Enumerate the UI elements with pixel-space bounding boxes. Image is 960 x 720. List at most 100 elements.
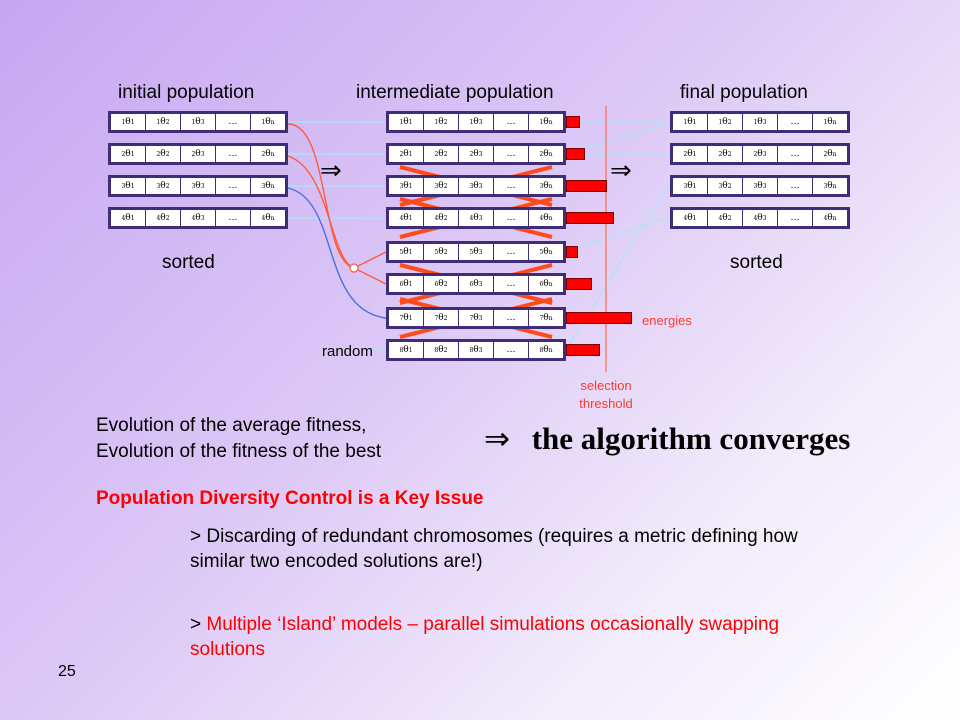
energy-bar-5 bbox=[566, 246, 578, 258]
initial-chromosome-1: 1 θ 1 1 θ 2 1 θ 3… 1 θ n bbox=[108, 111, 288, 133]
gene-ellipsis: … bbox=[494, 146, 529, 162]
bullet-discarding: > Discarding of redundant chromosomes (r… bbox=[190, 526, 798, 572]
intermediate-population-title: intermediate population bbox=[356, 82, 554, 103]
gene-ellipsis: … bbox=[216, 114, 251, 130]
gene-ellipsis: … bbox=[494, 244, 529, 260]
offspring-line-5 bbox=[353, 251, 387, 269]
intermediate-chromosome-1: 1 θ 1 1 θ 2 1 θ 3… 1 θ n bbox=[386, 111, 566, 133]
initial-chromosome-3: 3 θ 1 3 θ 2 3 θ 3… 3 θ n bbox=[108, 175, 288, 197]
energy-bar-8 bbox=[566, 344, 600, 356]
fitness-text: Evolution of the average fitness, Evolut… bbox=[96, 413, 381, 465]
energy-bar-3 bbox=[566, 180, 607, 192]
gene-ellipsis: … bbox=[778, 178, 813, 194]
intermediate-chromosome-8: 8 θ 1 8 θ 2 8 θ 3… 8 θ n bbox=[386, 339, 566, 361]
threshold-label-line1: selection bbox=[580, 378, 632, 393]
converge-statement: ⇒ the algorithm converges bbox=[484, 421, 850, 457]
crossover-curve-a bbox=[287, 123, 355, 269]
implies-arrow-1: ⇒ bbox=[320, 156, 342, 186]
fitness-line-2: Evolution of the fitness of the best bbox=[96, 441, 382, 462]
intermediate-chromosome-4: 4 θ 1 4 θ 2 4 θ 3… 4 θ n bbox=[386, 207, 566, 229]
initial-chromosome-4: 4 θ 1 4 θ 2 4 θ 3… 4 θ n bbox=[108, 207, 288, 229]
gene-ellipsis: … bbox=[778, 114, 813, 130]
mutation-curve bbox=[287, 187, 387, 319]
sorted-label-left: sorted bbox=[162, 252, 215, 273]
gene-ellipsis: … bbox=[216, 146, 251, 162]
gene-ellipsis: … bbox=[494, 310, 529, 326]
intermediate-chromosome-6: 6 θ 1 6 θ 2 6 θ 3… 6 θ n bbox=[386, 273, 566, 295]
sorted-label-right: sorted bbox=[730, 252, 783, 273]
page-number: 25 bbox=[58, 663, 76, 680]
intermediate-chromosome-2: 2 θ 1 2 θ 2 2 θ 3… 2 θ n bbox=[386, 143, 566, 165]
crossover-node bbox=[349, 263, 359, 273]
select-line-5 bbox=[565, 217, 669, 253]
energy-bar-7 bbox=[566, 312, 632, 324]
intermediate-chromosome-5: 5 θ 1 5 θ 2 5 θ 3… 5 θ n bbox=[386, 241, 566, 263]
bullet-island: > Multiple ‘Island’ models – parallel si… bbox=[190, 612, 840, 662]
implies-arrow-2: ⇒ bbox=[610, 156, 632, 186]
threshold-label-line2: threshold bbox=[579, 396, 633, 411]
converge-arrow: ⇒ bbox=[484, 421, 510, 457]
final-chromosome-2: 2 θ 1 2 θ 2 2 θ 3… 2 θ n bbox=[670, 143, 850, 165]
selection-threshold-label: selection threshold bbox=[570, 377, 642, 413]
gene-ellipsis: … bbox=[216, 178, 251, 194]
random-label: random bbox=[322, 343, 373, 360]
final-chromosome-4: 4 θ 1 4 θ 2 4 θ 3… 4 θ n bbox=[670, 207, 850, 229]
initial-population-title: initial population bbox=[118, 82, 255, 103]
gene-ellipsis: … bbox=[778, 146, 813, 162]
intermediate-chromosome-3: 3 θ 1 3 θ 2 3 θ 3… 3 θ n bbox=[386, 175, 566, 197]
gene-ellipsis: … bbox=[494, 276, 529, 292]
energies-label: energies bbox=[642, 313, 692, 328]
